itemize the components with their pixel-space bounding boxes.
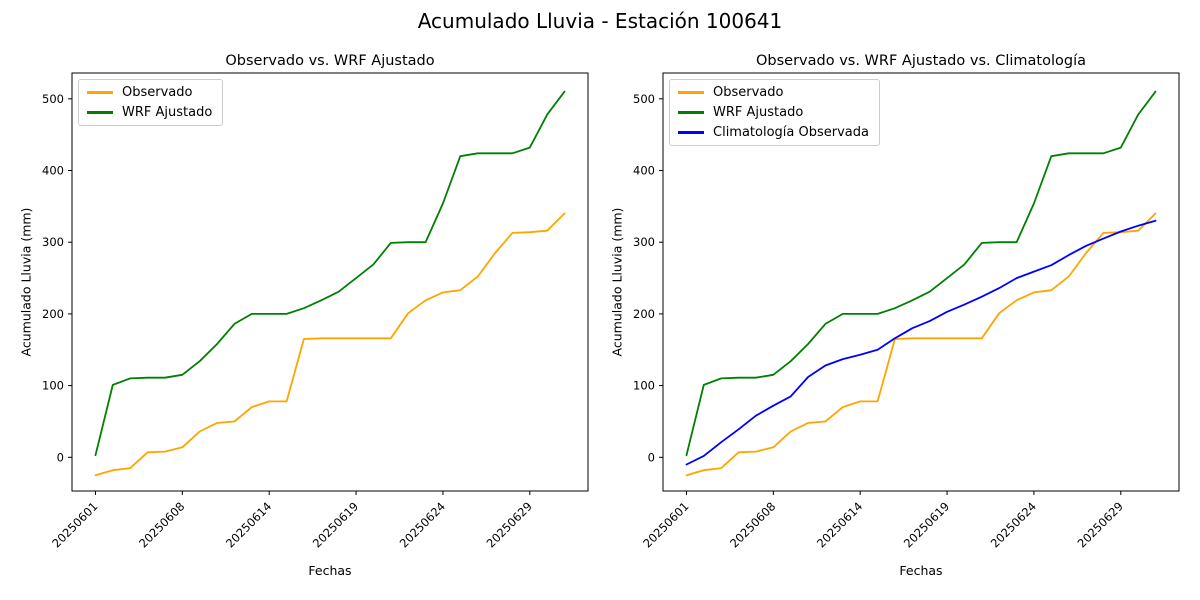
wrf-ajustado-line-swatch	[87, 111, 113, 114]
y-tick-label: 200	[633, 307, 655, 321]
x-tick-label: 20250614	[223, 499, 274, 550]
x-tick-label: 20250629	[1075, 499, 1126, 550]
x-tick-label: 20250601	[49, 499, 100, 550]
x-tick-label: 20250624	[397, 499, 448, 550]
legend-item-wrf-ajustado: WRF Ajustado	[678, 105, 869, 120]
left-y-axis-label: Acumulado Lluvia (mm)	[18, 207, 34, 357]
x-tick-label: 20250608	[136, 499, 187, 550]
x-tick-label: 20250629	[484, 499, 535, 550]
legend-item-observado: Observado	[87, 85, 212, 100]
wrf-ajustado-line	[685, 90, 1157, 457]
x-tick-label: 20250624	[988, 499, 1039, 550]
y-tick-label: 500	[633, 92, 655, 106]
legend-right-chart: Observado WRF Ajustado Climatología Obse…	[669, 79, 880, 146]
left-chart-title: Observado vs. WRF Ajustado	[225, 53, 435, 69]
y-tick-label: 100	[42, 379, 64, 393]
y-tick-label: 400	[42, 164, 64, 178]
legend-label-observado: Observado	[122, 85, 193, 100]
wrf-ajustado-line	[94, 90, 566, 457]
y-tick-label: 500	[42, 92, 64, 106]
x-tick-label: 20250601	[640, 499, 691, 550]
y-tick-label: 0	[57, 450, 64, 464]
y-tick-label: 300	[633, 235, 655, 249]
x-tick-label: 20250619	[901, 499, 952, 550]
legend-label-climatologia: Climatología Observada	[713, 125, 869, 140]
observado-line-swatch	[87, 91, 113, 94]
axes-spines	[71, 72, 589, 492]
legend-left-chart: Observado WRF Ajustado	[78, 79, 224, 126]
observado-line	[94, 212, 566, 477]
climatologia-line-swatch	[678, 131, 704, 134]
observado-line-swatch	[678, 91, 704, 94]
y-tick-label: 0	[648, 450, 655, 464]
right-x-axis-label: Fechas	[899, 563, 943, 578]
legend-item-wrf-ajustado: WRF Ajustado	[87, 105, 212, 120]
climatolog-a-observada-line	[685, 219, 1157, 466]
y-tick-label: 200	[42, 307, 64, 321]
legend-item-climatologia: Climatología Observada	[678, 125, 869, 140]
observado-line	[685, 212, 1157, 477]
legend-item-observado: Observado	[678, 85, 869, 100]
legend-label-observado: Observado	[713, 85, 784, 100]
x-tick-label: 20250619	[310, 499, 361, 550]
left-x-axis-label: Fechas	[308, 563, 352, 578]
right-y-axis-label: Acumulado Lluvia (mm)	[609, 207, 625, 357]
right-chart-title: Observado vs. WRF Ajustado vs. Climatolo…	[756, 53, 1086, 69]
y-tick-label: 400	[633, 164, 655, 178]
x-tick-label: 20250608	[727, 499, 778, 550]
y-tick-label: 100	[633, 379, 655, 393]
legend-label-wrf-ajustado: WRF Ajustado	[122, 105, 213, 120]
axes-spines	[662, 72, 1180, 492]
y-tick-label: 300	[42, 235, 64, 249]
figure-title: Acumulado Lluvia - Estación 100641	[417, 9, 783, 33]
legend-label-wrf-ajustado: WRF Ajustado	[713, 105, 804, 120]
x-tick-label: 20250614	[814, 499, 865, 550]
wrf-ajustado-line-swatch	[678, 111, 704, 114]
